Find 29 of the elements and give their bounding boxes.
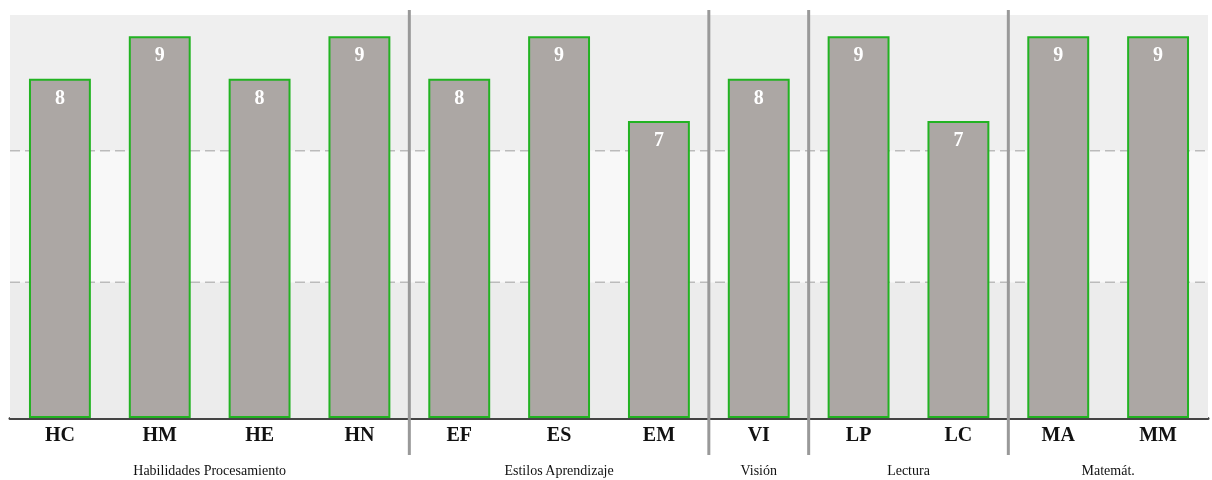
x-tick-label: HN xyxy=(344,423,375,445)
data-label: 9 xyxy=(354,43,365,66)
data-label: 9 xyxy=(554,43,565,66)
data-label: 9 xyxy=(1153,43,1164,66)
x-tick-label: LC xyxy=(944,423,973,445)
x-tick-label: MA xyxy=(1041,423,1076,445)
x-tick-label: EF xyxy=(446,423,473,445)
data-label: 9 xyxy=(1053,43,1064,66)
data-label: 7 xyxy=(953,128,964,151)
data-label: 9 xyxy=(154,43,165,66)
x-tick-label: ES xyxy=(546,423,572,445)
x-tick-label: HM xyxy=(142,423,178,445)
text: Estilos Aprendizaje xyxy=(504,462,614,478)
data-label: 8 xyxy=(54,85,65,108)
text: Visión xyxy=(740,462,777,478)
x-tick-label: LP xyxy=(845,423,872,445)
text: Habilidades Procesamiento xyxy=(133,462,287,478)
data-label: 8 xyxy=(753,85,764,108)
data-label: 8 xyxy=(454,85,465,108)
x-tick-label: HE xyxy=(245,423,275,445)
x-tick-label: MM xyxy=(1139,423,1178,445)
data-label: 9 xyxy=(853,43,864,66)
data-label: 7 xyxy=(653,128,664,151)
data-label: 8 xyxy=(254,85,265,108)
x-tick-label: HC xyxy=(44,423,75,445)
x-tick-label: EM xyxy=(642,423,676,445)
x-tick-label: VI xyxy=(747,423,771,445)
text: Matemát. xyxy=(1081,462,1135,478)
text: Lectura xyxy=(887,462,931,478)
